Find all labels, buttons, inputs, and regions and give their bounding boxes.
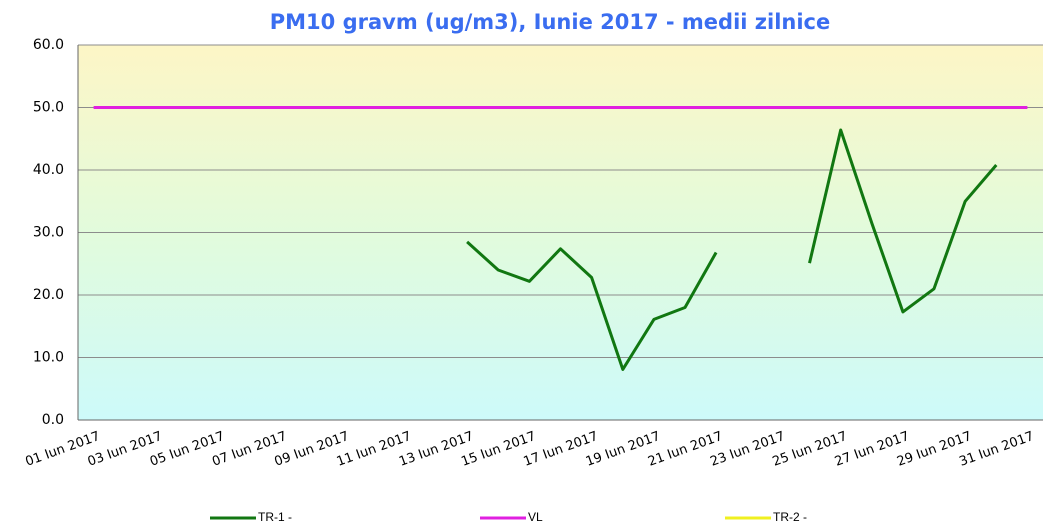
y-tick-label: 20.0 xyxy=(33,287,64,303)
legend-label: VL xyxy=(528,510,543,524)
series-line xyxy=(466,128,998,371)
y-tick-label: 60.0 xyxy=(33,37,64,53)
y-tick-label: 40.0 xyxy=(33,162,64,178)
legend-label: TR-2 - xyxy=(773,510,807,524)
y-tick-label: 10.0 xyxy=(33,350,64,366)
chart-title: PM10 gravm (ug/m3), Iunie 2017 - medii z… xyxy=(270,10,830,34)
legend-label: TR-1 - xyxy=(258,510,292,524)
y-tick-label: 30.0 xyxy=(33,225,64,241)
y-tick-label: 50.0 xyxy=(33,100,64,116)
y-tick-label: 0.0 xyxy=(42,412,64,428)
